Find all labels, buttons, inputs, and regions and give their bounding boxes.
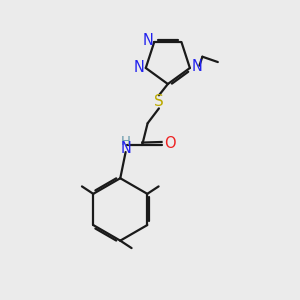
Text: N: N [192,59,203,74]
Text: N: N [120,141,131,156]
Text: O: O [164,136,176,151]
Text: N: N [134,61,145,76]
Text: N: N [142,33,153,48]
Text: H: H [120,135,130,148]
Text: S: S [154,94,164,110]
